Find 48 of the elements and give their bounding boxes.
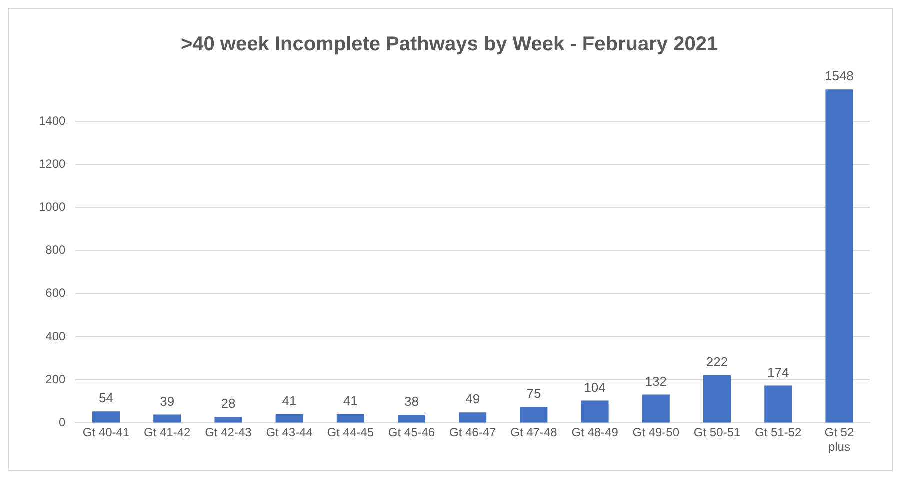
x-tick-label: Gt 41-42: [144, 426, 192, 440]
bar: [826, 90, 854, 423]
x-tick-label: Gt 50-51: [694, 426, 741, 440]
data-label: 38: [404, 394, 419, 410]
data-label: 1548: [824, 68, 854, 84]
data-label: 132: [645, 374, 667, 389]
x-tick-label: Gt 52 plus: [824, 426, 854, 454]
y-tick-label: 0: [59, 416, 66, 430]
x-tick-label: Gt 46-47: [449, 426, 497, 440]
x-tick-label: Gt 48-49: [572, 426, 619, 440]
data-label: 222: [706, 354, 728, 370]
x-tick-label: Gt 43-44: [266, 426, 314, 440]
y-tick-label: 1000: [38, 200, 66, 214]
x-tick-label: Gt 44-45: [327, 426, 374, 440]
data-label: 49: [466, 392, 480, 407]
y-tick-label: 400: [46, 329, 66, 344]
data-label: 174: [768, 364, 790, 380]
y-tick-label: 800: [46, 243, 66, 258]
y-tick-label: 1200: [38, 156, 66, 171]
bar: [398, 415, 426, 423]
bar: [459, 412, 487, 423]
bar: [642, 394, 670, 423]
bar: [520, 407, 548, 423]
x-tick-label: Gt 49-50: [632, 426, 680, 440]
bar: [704, 375, 731, 423]
data-label: 104: [584, 380, 606, 395]
x-tick-label: Gt 51-52: [755, 426, 802, 440]
data-label: 28: [221, 396, 236, 412]
x-tick-label: Gt 45-46: [388, 426, 436, 440]
y-tick-label: 1400: [38, 114, 66, 128]
data-label: 41: [343, 393, 358, 408]
x-tick-label: Gt 40-41: [82, 426, 130, 440]
y-tick-label: 600: [46, 286, 66, 300]
bar: [581, 400, 609, 423]
data-label: 39: [160, 394, 175, 409]
bar: [214, 417, 242, 423]
y-tick-label: 200: [46, 372, 66, 386]
data-label: 75: [526, 386, 542, 402]
bar: [276, 414, 304, 423]
bar: [764, 386, 792, 423]
bar: [92, 412, 120, 423]
data-label: 54: [99, 390, 114, 406]
bar: [336, 414, 364, 423]
bar: [154, 414, 182, 423]
chart-title: >40 week Incomplete Pathways by Week - February 2021: [180, 34, 718, 56]
data-label: 41: [282, 393, 297, 408]
x-tick-label: Gt 42-43: [205, 426, 252, 440]
x-tick-label: Gt 47-48: [510, 426, 558, 440]
